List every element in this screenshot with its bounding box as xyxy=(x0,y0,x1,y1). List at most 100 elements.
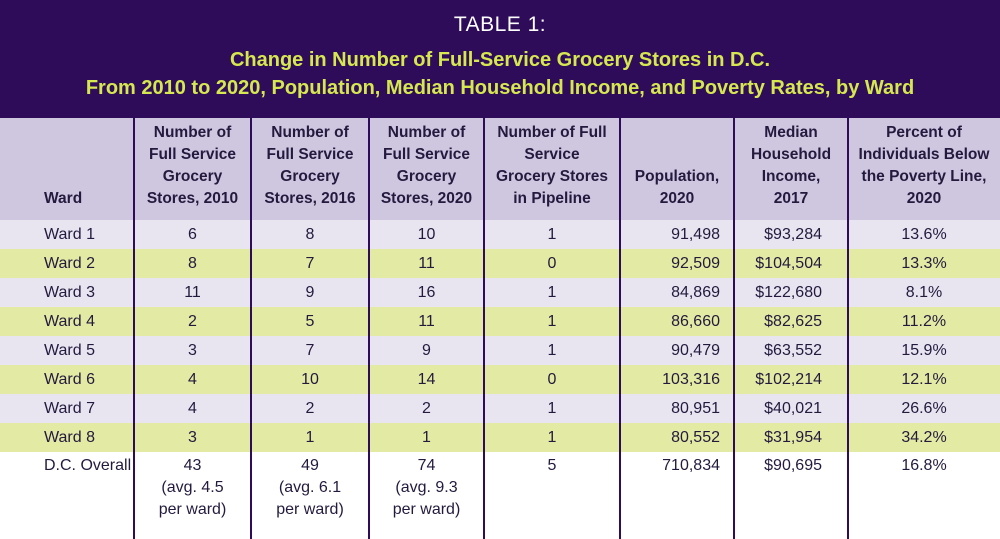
cell-poverty: 13.3% xyxy=(901,255,947,272)
table-title-line-2: From 2010 to 2020, Population, Median Ho… xyxy=(85,77,915,99)
column-header-income: Median Household Income, 2017 xyxy=(734,118,848,220)
table-row: Ward 7 4 2 2 1 80,951 $40,021 26.6% xyxy=(0,394,1000,423)
cell-income: $93,284 xyxy=(764,226,822,243)
table-row: Ward 4 2 5 11 1 86,660 $82,625 11.2% xyxy=(0,307,1000,336)
cell-stores-2010: 4 xyxy=(188,400,197,417)
column-header-text-line: Grocery Stores xyxy=(496,168,608,185)
column-header-ward: Ward xyxy=(0,118,134,220)
overall-ward: D.C. Overall xyxy=(44,457,132,474)
cell-pipeline: 0 xyxy=(547,371,557,388)
cell-stores-2010: 3 xyxy=(188,342,197,359)
cell-pipeline: 1 xyxy=(547,284,557,301)
cell-stores-2016: 7 xyxy=(305,342,315,359)
cell-poverty: 13.6% xyxy=(901,226,947,243)
cell-population: 92,509 xyxy=(671,255,720,272)
cell-stores-2016: 9 xyxy=(305,284,315,301)
cell-stores-2010: 2 xyxy=(188,313,197,330)
column-header-label: Number of Full Service Grocery Stores, 2016 xyxy=(264,122,355,210)
column-divider xyxy=(733,118,735,539)
overall-stores-2016: 49 (avg. 6.1 per ward) xyxy=(251,455,369,521)
cell-income: $104,504 xyxy=(755,255,822,272)
overall-text-line: per ward) xyxy=(276,501,344,518)
cell-stores-2016: 1 xyxy=(305,429,315,446)
table-row: Ward 6 4 10 14 0 103,316 $102,214 12.1% xyxy=(0,365,1000,394)
column-header-text-line: Median xyxy=(764,124,818,141)
column-divider xyxy=(133,118,135,539)
cell-population: 84,869 xyxy=(671,284,720,301)
column-header-text-line: Stores, 2020 xyxy=(380,190,473,207)
cell-stores-2016: 7 xyxy=(305,255,315,272)
cell-population: 103,316 xyxy=(662,371,720,388)
cell-pipeline: 1 xyxy=(547,342,557,359)
column-divider xyxy=(250,118,252,539)
column-header-text-line: Full Service xyxy=(382,146,470,163)
column-header-text-line: Number of xyxy=(271,124,349,141)
cell-ward: Ward 4 xyxy=(44,313,95,330)
column-header-text-line: Ward xyxy=(44,190,83,207)
table-row: Ward 2 8 7 11 0 92,509 $104,504 13.3% xyxy=(0,249,1000,278)
overall-text-line: 49 xyxy=(301,457,319,474)
column-header-text-line: Population, xyxy=(634,168,720,185)
cell-ward: Ward 6 xyxy=(44,371,95,388)
column-divider xyxy=(483,118,485,539)
cell-income: $82,625 xyxy=(764,313,822,330)
overall-text-line: per ward) xyxy=(392,501,461,518)
cell-income: $102,214 xyxy=(755,371,822,388)
table-row-overall: D.C. Overall 43 (avg. 4.5 per ward) 49 (avg. … xyxy=(0,452,1000,539)
column-header-label: Number of Full Service Grocery Stores in Pi… xyxy=(496,122,608,210)
cell-stores-2020: 9 xyxy=(422,342,431,359)
cell-income: $31,954 xyxy=(764,429,822,446)
column-header-label: Percent of Individuals Below the Poverty L… xyxy=(859,122,990,210)
column-header-text-line: Full Service xyxy=(148,146,236,163)
cell-stores-2020: 10 xyxy=(417,226,436,243)
cell-income: $63,552 xyxy=(764,342,822,359)
overall-poverty: 16.8% xyxy=(901,457,947,474)
column-divider xyxy=(847,118,849,539)
column-header-text-line: Household xyxy=(750,146,832,163)
column-header-text-line: Grocery xyxy=(162,168,223,185)
column-header-stores-2016: Number of Full Service Grocery Stores, 2016 xyxy=(251,118,369,220)
column-header-text-line: Individuals Below xyxy=(858,146,990,163)
overall-pipeline: 5 xyxy=(547,457,557,474)
table-row: Ward 3 11 9 16 1 84,869 $122,680 8.1% xyxy=(0,278,1000,307)
column-header-text-line: Grocery xyxy=(280,168,340,185)
overall-text-line: per ward) xyxy=(158,501,227,518)
cell-stores-2010: 8 xyxy=(188,255,197,272)
overall-text-line: (avg. 6.1 xyxy=(278,479,342,496)
table-header: TABLE 1: Change in Number of Full-Servic… xyxy=(0,0,1000,118)
table-title-line-1: Change in Number of Full-Service Grocery… xyxy=(229,49,771,71)
cell-population: 80,552 xyxy=(671,429,720,446)
cell-population: 80,951 xyxy=(671,400,720,417)
column-header-stores-2010: Number of Full Service Grocery Stores, 2010 xyxy=(134,118,251,220)
column-header-label: Median Household Income, 2017 xyxy=(751,122,831,210)
cell-poverty: 34.2% xyxy=(901,429,947,446)
column-header-text-line: Stores, 2016 xyxy=(264,190,356,207)
cell-income: $40,021 xyxy=(764,400,822,417)
table-label: TABLE 1: xyxy=(453,13,547,36)
column-header-text-line: Number of Full xyxy=(497,124,607,141)
column-header-label: Number of Full Service Grocery Stores, 2020 xyxy=(381,122,472,210)
cell-pipeline: 1 xyxy=(547,226,557,243)
cell-pipeline: 1 xyxy=(547,313,557,330)
column-header-text-line: 2017 xyxy=(773,190,809,207)
column-header-pipeline: Number of Full Service Grocery Stores in Pi… xyxy=(484,118,620,220)
overall-stores-2020: 74 (avg. 9.3 per ward) xyxy=(369,455,484,521)
cell-stores-2016: 10 xyxy=(301,371,319,388)
overall-text-line: (avg. 4.5 xyxy=(161,479,224,496)
table-row: Ward 5 3 7 9 1 90,479 $63,552 15.9% xyxy=(0,336,1000,365)
table-row: Ward 8 3 1 1 1 80,552 $31,954 34.2% xyxy=(0,423,1000,452)
cell-ward: Ward 8 xyxy=(44,429,95,446)
cell-poverty: 15.9% xyxy=(901,342,947,359)
cell-poverty: 12.1% xyxy=(901,371,947,388)
cell-ward: Ward 5 xyxy=(44,342,95,359)
cell-stores-2016: 5 xyxy=(305,313,315,330)
column-header-text-line: Full Service xyxy=(266,146,354,163)
cell-stores-2020: 14 xyxy=(417,371,436,388)
column-header-text-line: Number of xyxy=(153,124,232,141)
cell-population: 86,660 xyxy=(671,313,720,330)
column-header-text-line: Percent of xyxy=(886,124,962,141)
table-row: Ward 1 6 8 10 1 91,498 $93,284 13.6% xyxy=(0,220,1000,249)
cell-stores-2016: 8 xyxy=(305,226,315,243)
column-header-label: Number of Full Service Grocery Stores, 2010 xyxy=(147,122,238,210)
cell-income: $122,680 xyxy=(755,284,822,301)
